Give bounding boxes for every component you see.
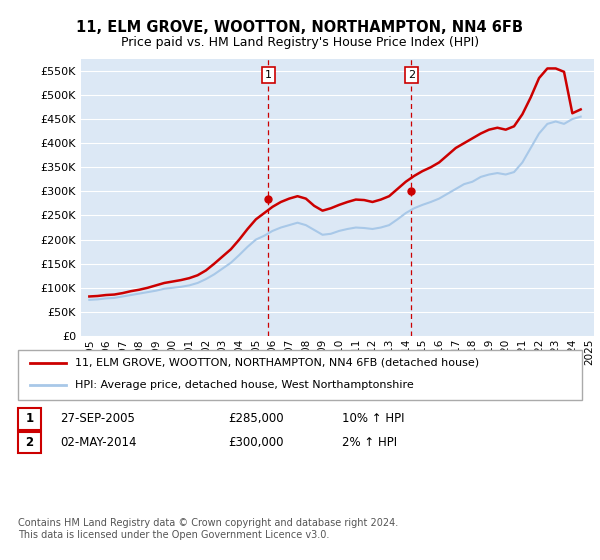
Text: 1: 1 (265, 70, 272, 80)
Text: 2: 2 (25, 436, 34, 449)
Text: £300,000: £300,000 (228, 436, 284, 449)
Text: Contains HM Land Registry data © Crown copyright and database right 2024.
This d: Contains HM Land Registry data © Crown c… (18, 518, 398, 540)
Text: HPI: Average price, detached house, West Northamptonshire: HPI: Average price, detached house, West… (75, 380, 414, 390)
Text: 11, ELM GROVE, WOOTTON, NORTHAMPTON, NN4 6FB (detached house): 11, ELM GROVE, WOOTTON, NORTHAMPTON, NN4… (75, 358, 479, 368)
Text: 27-SEP-2005: 27-SEP-2005 (60, 412, 135, 426)
Text: 2: 2 (408, 70, 415, 80)
Text: 11, ELM GROVE, WOOTTON, NORTHAMPTON, NN4 6FB: 11, ELM GROVE, WOOTTON, NORTHAMPTON, NN4… (77, 20, 523, 35)
Text: Price paid vs. HM Land Registry's House Price Index (HPI): Price paid vs. HM Land Registry's House … (121, 36, 479, 49)
Text: £285,000: £285,000 (228, 412, 284, 426)
Text: 1: 1 (25, 412, 34, 426)
Text: 10% ↑ HPI: 10% ↑ HPI (342, 412, 404, 426)
Text: 02-MAY-2014: 02-MAY-2014 (60, 436, 137, 449)
Text: 2% ↑ HPI: 2% ↑ HPI (342, 436, 397, 449)
